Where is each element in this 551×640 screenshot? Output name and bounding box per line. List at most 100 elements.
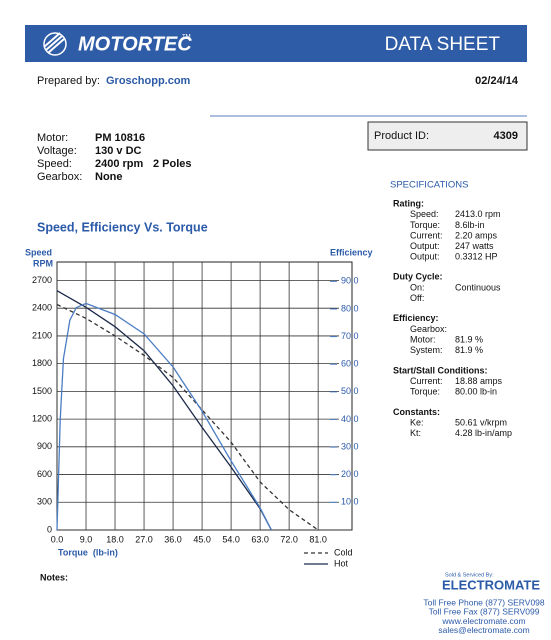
trademark: TM bbox=[182, 35, 191, 41]
x-tick-label: 45.0 bbox=[193, 534, 211, 544]
y2-tick-label: 30.0 bbox=[341, 441, 359, 451]
y-tick-label: 900 bbox=[37, 441, 52, 451]
y-tick-label: 1500 bbox=[32, 386, 52, 396]
x-tick-label: 81.0 bbox=[309, 534, 327, 544]
spec-label: Gearbox: bbox=[410, 324, 447, 334]
y-tick-label: 2400 bbox=[32, 303, 52, 313]
spec-label: Speed: bbox=[410, 209, 439, 219]
series-line bbox=[56, 302, 272, 531]
header-title: DATA SHEET bbox=[385, 34, 501, 55]
product-id: 4309 bbox=[494, 130, 518, 142]
spec-value: 0.3312 HP bbox=[455, 252, 498, 262]
motor-extra: 2 Poles bbox=[153, 158, 192, 170]
spec-value: 247 watts bbox=[455, 241, 494, 251]
product-box bbox=[367, 121, 528, 151]
legend-label: Cold bbox=[334, 547, 353, 557]
spec-value: 50.61 v/krpm bbox=[455, 418, 507, 428]
y2-label-bg bbox=[339, 303, 352, 314]
sold-by: Sold & Serviced By: bbox=[445, 572, 494, 578]
x-tick-label: 36.0 bbox=[164, 534, 182, 544]
x-axis-label: Torque (lb-in) bbox=[58, 547, 118, 557]
y-tick-label: 0 bbox=[47, 524, 52, 534]
spec-label: System: bbox=[410, 345, 443, 355]
motor-value: 130 v DC bbox=[95, 145, 142, 157]
spec-title: SPECIFICATIONS bbox=[390, 180, 468, 191]
spec-label: Output: bbox=[410, 252, 440, 262]
spec-label: Current: bbox=[410, 376, 443, 386]
y2-label-bg bbox=[339, 331, 352, 342]
spec-section: Constants: bbox=[393, 407, 440, 417]
date: 02/24/14 bbox=[475, 75, 519, 87]
plot-area bbox=[56, 261, 353, 531]
x-tick-label: 72.0 bbox=[280, 534, 298, 544]
prepared-by: Groschopp.com bbox=[106, 75, 191, 87]
contact-line: Toll Free Phone (877) SERV098 bbox=[423, 597, 545, 607]
y2-tick-label: 20.0 bbox=[341, 469, 359, 479]
y2-tick-label: 40.0 bbox=[341, 414, 359, 424]
spec-label: Kt: bbox=[410, 428, 421, 438]
x-tick-label: 18.0 bbox=[106, 534, 124, 544]
spec-label: Torque: bbox=[410, 387, 440, 397]
y2-label-bg bbox=[339, 414, 352, 425]
brand: MOTORTEC bbox=[78, 33, 192, 55]
spec-label: Motor: bbox=[410, 335, 436, 345]
motor-label: Motor: bbox=[37, 132, 68, 144]
y2-label-bg bbox=[339, 386, 352, 397]
y-axis-label: Speed bbox=[25, 247, 52, 257]
spec-value: 81.9 % bbox=[455, 345, 483, 355]
contact-line: www.electromate.com bbox=[441, 616, 525, 626]
y-tick-label: 2700 bbox=[32, 275, 52, 285]
x-tick-label: 9.0 bbox=[80, 534, 93, 544]
spec-section: Rating: bbox=[393, 198, 424, 208]
y2-tick-label: 10.0 bbox=[341, 497, 359, 507]
y-tick-label: 600 bbox=[37, 469, 52, 479]
chart-title: Speed, Efficiency Vs. Torque bbox=[37, 220, 208, 234]
spec-label: Torque: bbox=[410, 220, 440, 230]
spec-label: Current: bbox=[410, 230, 443, 240]
spec-section: Efficiency: bbox=[393, 313, 439, 323]
motor-label: Gearbox: bbox=[37, 171, 82, 183]
x-tick-label: 0.0 bbox=[51, 534, 64, 544]
notes: Notes: bbox=[40, 572, 68, 582]
spec-label: Ke: bbox=[410, 418, 424, 428]
company: ELECTROMATE bbox=[442, 577, 540, 592]
motor-value: 2400 rpm bbox=[95, 158, 144, 170]
y2-tick-label: 60.0 bbox=[341, 359, 359, 369]
y2-label-bg bbox=[339, 469, 352, 480]
spec-value: 4.28 lb-in/amp bbox=[455, 428, 512, 438]
y2-label-bg bbox=[339, 497, 352, 508]
header-bar bbox=[25, 25, 527, 62]
y2-label-bg bbox=[339, 359, 352, 370]
y-tick-label: 1200 bbox=[32, 413, 52, 423]
spec-value: 81.9 % bbox=[455, 335, 483, 345]
legend-label: Hot bbox=[334, 558, 349, 568]
contact-line: sales@electromate.com bbox=[438, 625, 529, 635]
x-tick-label: 27.0 bbox=[135, 534, 153, 544]
y2-tick-label: 80.0 bbox=[341, 303, 359, 313]
spec-value: 2.20 amps bbox=[455, 230, 498, 240]
logo-emblem bbox=[43, 32, 67, 56]
y2-label-bg bbox=[339, 442, 352, 453]
spec-value: 80.00 lb-in bbox=[455, 387, 497, 397]
motor-value: None bbox=[95, 171, 123, 183]
series-line bbox=[56, 303, 319, 531]
y-axis-label: RPM bbox=[33, 258, 53, 268]
spec-value: 18.88 amps bbox=[455, 376, 503, 386]
spec-label: On: bbox=[410, 282, 425, 292]
product-label: Product ID: bbox=[374, 130, 429, 142]
spec-value: 8.6lb-in bbox=[455, 220, 485, 230]
y2-label-bg bbox=[339, 276, 352, 287]
x-tick-label: 54.0 bbox=[222, 534, 240, 544]
spec-value: Continuous bbox=[455, 282, 501, 292]
y-tick-label: 300 bbox=[37, 497, 52, 507]
spec-section: Duty Cycle: bbox=[393, 272, 443, 282]
contact-line: Toll Free Fax (877) SERV099 bbox=[429, 607, 540, 617]
motor-label: Voltage: bbox=[37, 145, 77, 157]
prepared-label: Prepared by: bbox=[37, 75, 100, 87]
y2-tick-label: 90.0 bbox=[341, 276, 359, 286]
y2-tick-label: 50.0 bbox=[341, 386, 359, 396]
spec-section: Start/Stall Conditions: bbox=[393, 365, 488, 375]
spec-label: Off: bbox=[410, 293, 424, 303]
